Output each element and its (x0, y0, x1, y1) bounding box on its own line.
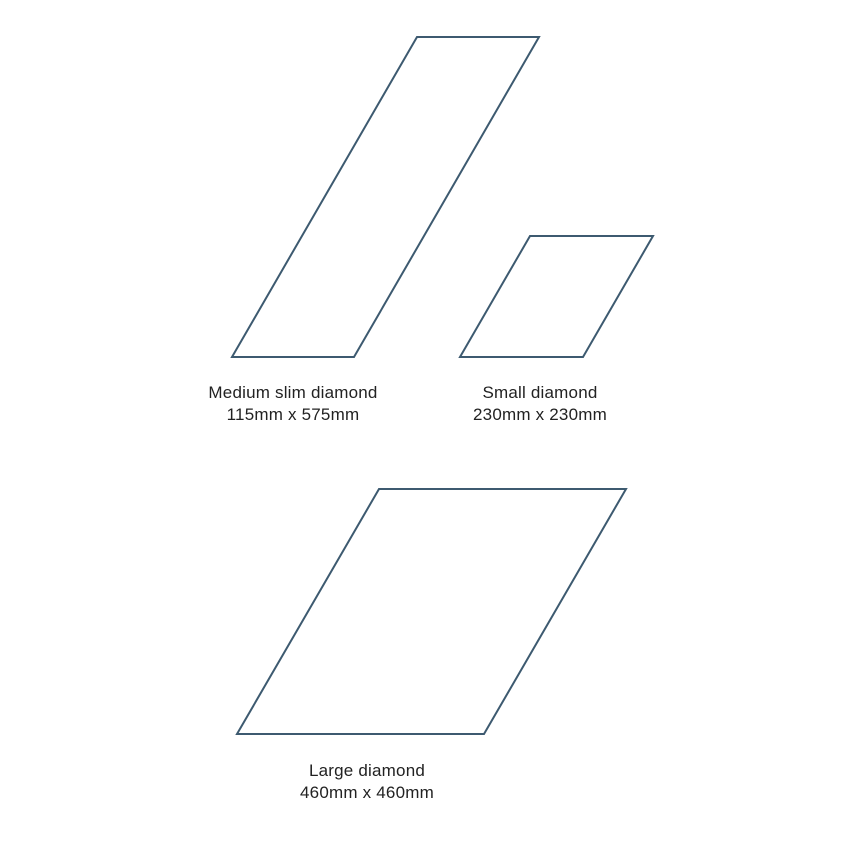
small-diamond-size: 230mm x 230mm (473, 405, 607, 424)
large-diamond-name: Large diamond (308, 761, 425, 780)
small-diamond-caption: Small diamond 230mm x 230mm (430, 382, 650, 426)
medium-slim-diamond-caption: Medium slim diamond 115mm x 575mm (172, 382, 414, 426)
large-diamond-shape (235, 488, 628, 735)
medium-slim-diamond-size: 115mm x 575mm (226, 405, 360, 424)
medium-slim-diamond-shape (230, 36, 541, 358)
small-diamond-shape (458, 235, 655, 358)
large-diamond-size: 460mm x 460mm (300, 783, 434, 802)
small-diamond-name: Small diamond (482, 383, 598, 402)
medium-slim-diamond-name: Medium slim diamond (208, 383, 378, 402)
large-diamond-caption: Large diamond 460mm x 460mm (246, 760, 488, 804)
